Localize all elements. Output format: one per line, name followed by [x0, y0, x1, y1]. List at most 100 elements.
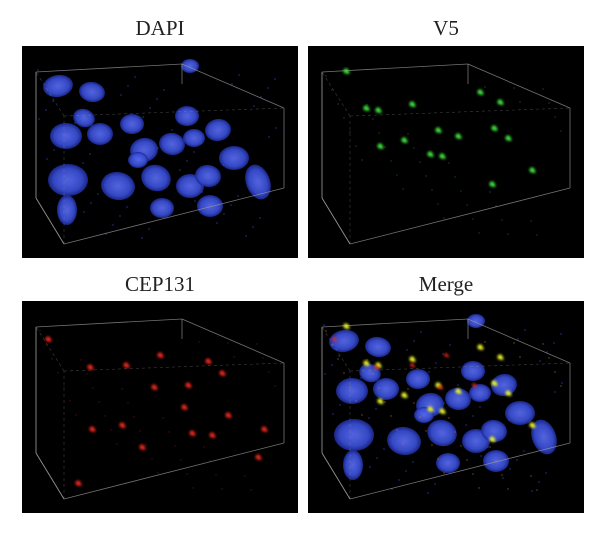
background-speckle — [390, 415, 392, 417]
background-speckle — [545, 472, 547, 474]
background-speckle — [554, 391, 556, 393]
background-speckle — [501, 428, 503, 430]
nucleus — [531, 419, 557, 455]
background-speckle — [460, 190, 462, 192]
cep131-signal — [258, 456, 262, 461]
background-speckle — [513, 87, 515, 89]
background-speckle — [168, 431, 170, 433]
background-speckle — [38, 118, 40, 120]
background-speckle — [454, 176, 456, 178]
background-speckle — [554, 116, 556, 118]
v5-signal — [366, 107, 370, 112]
background-speckle — [162, 417, 164, 419]
panel-label-v5: V5 — [433, 16, 459, 40]
background-speckle — [133, 416, 135, 418]
background-speckle — [378, 387, 380, 389]
background-speckle — [215, 474, 217, 476]
background-speckle — [478, 487, 480, 489]
cep131-signal — [78, 482, 82, 487]
background-speckle — [120, 94, 122, 96]
background-speckle — [57, 372, 59, 374]
background-speckle — [427, 492, 429, 494]
background-speckle — [194, 200, 196, 202]
background-speckle — [112, 224, 114, 226]
v5-signal — [508, 137, 512, 142]
background-speckle — [480, 455, 482, 457]
background-speckle — [331, 344, 333, 346]
background-speckle — [82, 162, 84, 164]
nucleus — [150, 198, 174, 218]
background-speckle — [501, 474, 503, 476]
background-speckle — [454, 431, 456, 433]
background-speckle — [425, 175, 427, 177]
nucleus — [329, 329, 359, 353]
background-speckle — [332, 413, 334, 415]
background-speckle — [472, 473, 474, 475]
v5-signal — [480, 91, 484, 96]
box-edge — [35, 452, 65, 500]
cep131-signal — [90, 366, 94, 371]
nucleus — [469, 384, 491, 402]
nucleus — [461, 361, 485, 381]
nucleus — [128, 152, 148, 168]
background-speckle — [268, 371, 270, 373]
background-speckle — [466, 459, 468, 461]
background-speckle — [484, 341, 486, 343]
nucleus — [159, 132, 185, 156]
background-speckle — [215, 173, 217, 175]
box-edge — [63, 442, 285, 500]
background-speckle — [542, 343, 544, 345]
background-speckle — [406, 349, 408, 351]
background-speckle — [375, 408, 377, 410]
background-speckle — [502, 477, 504, 479]
background-speckle — [63, 386, 65, 388]
cep131-signal — [440, 387, 444, 390]
background-speckle — [192, 487, 194, 489]
background-speckle — [45, 109, 47, 111]
background-speckle — [325, 330, 327, 332]
nucleus — [87, 123, 113, 145]
background-speckle — [486, 397, 488, 399]
nucleus — [491, 373, 517, 397]
background-speckle — [126, 206, 128, 208]
background-speckle — [83, 211, 85, 213]
background-speckle — [366, 359, 368, 361]
background-speckle — [51, 358, 53, 360]
background-speckle — [127, 402, 129, 404]
background-speckle — [523, 450, 525, 452]
background-speckle — [390, 415, 392, 417]
background-speckle — [256, 343, 258, 345]
background-speckle — [145, 444, 147, 446]
background-speckle — [186, 473, 188, 475]
panel-label-merge: Merge — [418, 272, 474, 296]
cep131-signal — [444, 353, 448, 357]
box-edge-hidden — [349, 362, 571, 372]
nucleus — [181, 59, 199, 73]
background-speckle — [384, 401, 386, 403]
background-speckle — [179, 169, 181, 171]
background-speckle — [139, 430, 141, 432]
background-speckle — [530, 475, 532, 477]
background-speckle — [448, 162, 450, 164]
background-speckle — [413, 402, 415, 404]
background-speckle — [360, 377, 362, 379]
nucleus — [336, 378, 368, 404]
background-speckle — [413, 340, 415, 342]
background-speckle — [472, 218, 474, 220]
background-speckle — [53, 149, 55, 151]
background-speckle — [245, 235, 247, 237]
background-speckle — [238, 74, 240, 76]
background-speckle — [443, 472, 445, 474]
background-speckle — [466, 204, 468, 206]
box-edge — [35, 318, 183, 328]
box-edge — [35, 63, 183, 73]
background-speckle — [419, 416, 421, 418]
nucleus — [505, 401, 535, 425]
background-speckle — [396, 174, 398, 176]
background-speckle — [37, 69, 39, 71]
v5-signal — [438, 129, 442, 134]
background-speckle — [442, 353, 444, 355]
v5-image — [321, 63, 571, 245]
background-speckle — [509, 468, 511, 470]
background-speckle — [449, 344, 451, 346]
